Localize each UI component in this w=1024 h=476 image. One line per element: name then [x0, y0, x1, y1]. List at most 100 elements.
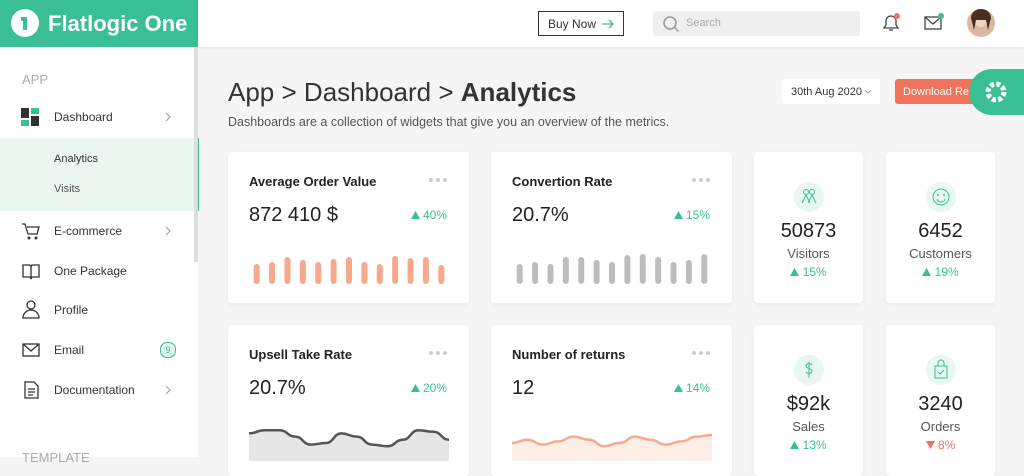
stat-card: 50873 Visitors 15%: [754, 152, 863, 303]
bar: [562, 257, 569, 284]
nav-icon: [24, 381, 39, 399]
area: [512, 435, 712, 461]
widget-change: 14%: [673, 381, 710, 395]
section-label: TEMPLATE: [22, 450, 90, 465]
brand-bar[interactable]: Flatlogic One: [0, 0, 198, 47]
trend-icon: [922, 268, 932, 276]
trend-icon: [925, 441, 935, 449]
more-menu[interactable]: [692, 178, 710, 183]
top-bar: Buy Now Search: [198, 0, 1024, 47]
nav-item[interactable]: Dashboard: [0, 102, 198, 132]
bar: [269, 262, 276, 284]
date-label: 30th Aug 2020: [791, 86, 862, 98]
bar: [315, 262, 322, 284]
nav-icon: [22, 300, 40, 319]
caret: [864, 89, 872, 94]
trend-icon: [790, 268, 800, 276]
brand-name: Flatlogic One: [48, 11, 188, 36]
change-text: 8%: [938, 438, 956, 452]
mini-chart: [516, 254, 708, 284]
stat-card: $92k Sales 13%: [754, 325, 863, 476]
widget-value: 20.7%: [249, 377, 306, 399]
stat-label: Sales: [792, 419, 825, 434]
trend-icon: [410, 211, 420, 219]
widget-card: Convertion Rate 20.7% 15%: [491, 152, 732, 303]
search-box[interactable]: Search: [653, 11, 860, 36]
stat-label: Customers: [909, 246, 972, 261]
crumb[interactable]: Dashboard: [303, 77, 432, 107]
stat-icon: [794, 182, 824, 212]
sub-item[interactable]: Analytics: [54, 153, 99, 165]
widget-change: 15%: [673, 208, 710, 222]
mini-chart: [253, 256, 445, 284]
stat-card: 6452 Customers 19%: [886, 152, 995, 303]
stat-change: 8%: [886, 438, 995, 452]
stat-value: 50873: [780, 220, 837, 242]
date-picker[interactable]: 30th Aug 2020: [782, 79, 880, 104]
bar: [655, 257, 662, 284]
nav-item[interactable]: Profile: [0, 295, 198, 325]
bar: [376, 264, 383, 284]
crumb-current: Analytics: [460, 77, 577, 107]
bar: [609, 262, 615, 284]
nav-icon: [22, 223, 40, 240]
bar: [624, 255, 631, 284]
bar: [593, 260, 600, 284]
nav-label: Profile: [54, 303, 89, 317]
widget-value: 20.7%: [512, 204, 569, 226]
bar: [346, 257, 352, 284]
widget-card: Average Order Value 872 410 $ 40%: [228, 152, 469, 303]
widget-title: Number of returns: [512, 347, 626, 362]
nav-item[interactable]: One Package: [0, 256, 198, 286]
nav-item[interactable]: Email 9: [0, 335, 198, 365]
page: Flatlogic One Buy Now Search APP Dashboa…: [0, 0, 1024, 465]
sub-item[interactable]: Visits: [54, 183, 81, 195]
badge: 9: [160, 342, 176, 358]
stat-change: 15%: [754, 265, 863, 279]
nav-icon: [22, 343, 40, 357]
widget-card: Upsell Take Rate 20.7% 20%: [228, 325, 469, 476]
widget-title: Upsell Take Rate: [249, 347, 353, 362]
bar: [392, 256, 399, 284]
bar: [330, 259, 337, 284]
widget-change: 40%: [410, 208, 447, 222]
change-text: 40%: [422, 208, 447, 222]
crumb[interactable]: App: [228, 77, 275, 107]
nav-label: E-commerce: [54, 224, 123, 238]
bar: [516, 264, 523, 284]
chevron: [165, 226, 171, 236]
stat-change: 19%: [886, 265, 995, 279]
crumb-separator: >: [438, 77, 454, 107]
avatar[interactable]: [967, 9, 995, 37]
widget-title: Average Order Value: [249, 174, 377, 189]
sidebar: APP Dashboard Analytics Visits E-commerc…: [0, 47, 199, 465]
bar: [284, 257, 291, 284]
widget-value: 872 410 $: [249, 204, 338, 226]
arrow-icon: [602, 19, 614, 29]
download-label: Download Report: [903, 86, 988, 98]
widget-title: Convertion Rate: [512, 174, 613, 189]
buy-button[interactable]: Buy Now: [538, 11, 624, 36]
more-menu[interactable]: [429, 178, 447, 183]
widget-change: 20%: [410, 381, 447, 395]
bar: [361, 262, 368, 284]
scrollbar[interactable]: [194, 47, 198, 262]
change-text: 19%: [934, 265, 959, 279]
bell-icon[interactable]: [880, 12, 902, 34]
bar: [639, 254, 646, 284]
change-text: 15%: [802, 265, 827, 279]
mail-icon[interactable]: [923, 12, 945, 34]
bar: [578, 257, 585, 284]
nav-item[interactable]: E-commerce: [0, 216, 198, 246]
nav-item[interactable]: Documentation: [0, 375, 198, 405]
breadcrumb: App > Dashboard > Analytics: [228, 77, 576, 108]
mini-chart: [512, 433, 712, 461]
settings-tab[interactable]: [969, 69, 1024, 115]
more-menu[interactable]: [429, 351, 447, 356]
more-menu[interactable]: [692, 351, 710, 356]
nav-icon: [21, 108, 39, 126]
nav-icon: [22, 264, 40, 280]
bar: [532, 262, 539, 284]
change-text: 15%: [685, 208, 710, 222]
widget-card: Number of returns 12 14%: [491, 325, 732, 476]
